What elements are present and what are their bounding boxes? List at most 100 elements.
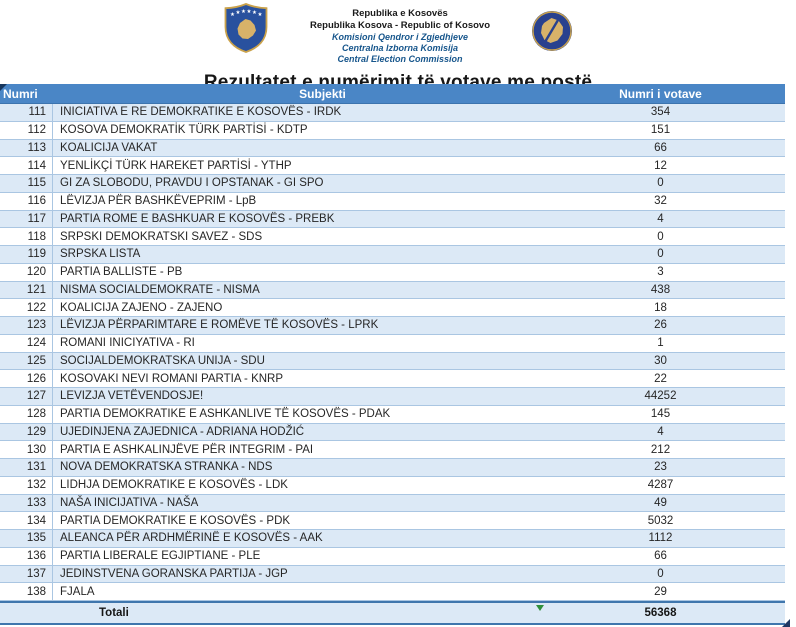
table-row: 134 PARTIA DEMOKRATIKE E KOSOVËS - PDK 503… bbox=[0, 512, 785, 530]
kosovo-coat-of-arms-logo: ★ ★ ★ ★ ★ ★ bbox=[223, 3, 269, 58]
cell-subjekti: PARTIA DEMOKRATIKE E ASHKANLIVE TË KOSOV… bbox=[60, 408, 391, 421]
cell-numri-votave: 12 bbox=[654, 159, 667, 172]
table-row: 111 INICIATIVA E RE DEMOKRATIKE E KOSOVËS… bbox=[0, 104, 785, 122]
total-row: Totali 56368 bbox=[0, 601, 790, 627]
table-row: 133 NAŠA INICIJATIVA - NAŠA 49 bbox=[0, 494, 785, 513]
svg-text:★: ★ bbox=[252, 9, 257, 16]
cell-numri: 131 bbox=[0, 459, 53, 476]
org-line-commission-en: Central Election Commission bbox=[337, 54, 463, 65]
cell-numri-votave: 26 bbox=[654, 319, 667, 332]
svg-text:★: ★ bbox=[258, 11, 263, 18]
table-row: 116 LËVIZJA PËR BASHKËVEPRIM - LpB 32 bbox=[0, 192, 785, 211]
cell-numri: 122 bbox=[0, 299, 53, 316]
cell-numri-votave: 66 bbox=[654, 550, 667, 563]
org-line-bilingual: Republika Kosova - Republic of Kosovo bbox=[310, 19, 490, 31]
column-header-subjekti: Subjekti bbox=[299, 86, 346, 101]
cell-numri: 116 bbox=[0, 192, 53, 210]
table-row: 136 PARTIA LIBERALE EGJIPTIANE - PLE 66 bbox=[0, 547, 785, 566]
table-row: 130 PARTIA E ASHKALINJËVE PËR INTEGRIM - … bbox=[0, 441, 785, 459]
cell-subjekti: PARTIA ROME E BASHKUAR E KOSOVËS - PREBK bbox=[60, 212, 335, 225]
cell-numri-votave: 30 bbox=[654, 354, 667, 367]
table-header-row: Numri Subjekti Numri i votave bbox=[0, 84, 785, 104]
table-row: 127 LEVIZJA VETËVENDOSJE! 44252 bbox=[0, 388, 785, 406]
cell-numri-votave: 4 bbox=[657, 425, 664, 438]
cell-subjekti: LIDHJA DEMOKRATIKE E KOSOVËS - LDK bbox=[60, 479, 288, 492]
cell-subjekti: PARTIA E ASHKALINJËVE PËR INTEGRIM - PAI bbox=[60, 443, 314, 456]
cell-numri: 121 bbox=[0, 281, 53, 299]
org-text-block: Republika e Kosovës Republika Kosova - R… bbox=[295, 3, 505, 66]
cell-numri: 117 bbox=[0, 210, 53, 228]
table-row: 123 LËVIZJA PËRPARIMTARE E ROMËVE TË KOSO… bbox=[0, 317, 785, 335]
cell-subjekti: PARTIA LIBERALE EGJIPTIANE - PLE bbox=[60, 550, 261, 563]
table-row: 132 LIDHJA DEMOKRATIKE E KOSOVËS - LDK 428… bbox=[0, 476, 785, 495]
table-row: 128 PARTIA DEMOKRATIKE E ASHKANLIVE TË KO… bbox=[0, 405, 785, 424]
cell-numri-votave: 1112 bbox=[648, 532, 673, 545]
cell-numri: 133 bbox=[0, 494, 53, 512]
table-row: 113 KOALICIJA VAKAT 66 bbox=[0, 139, 785, 158]
cell-subjekti: UJEDINJENA ZAJEDNICA - ADRIANA HODŽIĆ bbox=[60, 425, 305, 438]
cell-numri-votave: 0 bbox=[657, 567, 664, 580]
cell-numri-votave: 32 bbox=[654, 195, 667, 208]
cec-emblem-logo bbox=[531, 10, 573, 57]
cell-numri: 123 bbox=[0, 317, 53, 334]
svg-text:★: ★ bbox=[241, 8, 246, 15]
cec-emblem-icon bbox=[532, 11, 572, 51]
svg-text:★: ★ bbox=[236, 9, 241, 16]
cell-numri: 129 bbox=[0, 423, 53, 441]
cell-subjekti: PARTIA BALLISTE - PB bbox=[60, 266, 183, 279]
column-header-numri: Numri bbox=[3, 86, 38, 101]
cell-subjekti: ALEANCA PËR ARDHMËRINË E KOSOVËS - AAK bbox=[60, 532, 323, 545]
cell-subjekti: LEVIZJA VETËVENDOSJE! bbox=[60, 390, 204, 403]
fill-handle-icon bbox=[782, 619, 790, 627]
cell-numri: 113 bbox=[0, 139, 53, 157]
org-line-commission-sq: Komisioni Qendror i Zgjedhjeve bbox=[331, 31, 469, 42]
cell-subjekti: SOCIJALDEMOKRATSKA UNIJA - SDU bbox=[60, 354, 265, 367]
svg-text:★: ★ bbox=[230, 11, 235, 18]
cell-numri-votave: 66 bbox=[654, 141, 667, 154]
cell-subjekti: SRPSKI DEMOKRATSKI SAVEZ - SDS bbox=[60, 230, 263, 243]
cell-numri-votave: 0 bbox=[657, 248, 664, 261]
cell-numri: 128 bbox=[0, 405, 53, 423]
document-header: ★ ★ ★ ★ ★ ★ Republika e Kosovës Republik… bbox=[0, 0, 796, 66]
cell-subjekti: LËVIZJA PËRPARIMTARE E ROMËVE TË KOSOVËS… bbox=[60, 319, 379, 332]
table-row: 119 SRPSKA LISTA 0 bbox=[0, 246, 785, 264]
cell-numri-votave: 354 bbox=[650, 106, 671, 119]
cell-numri: 111 bbox=[0, 104, 53, 121]
cell-subjekti: NISMA SOCIALDEMOKRATE - NISMA bbox=[60, 283, 260, 296]
cell-subjekti: NOVA DEMOKRATSKA STRANKA - NDS bbox=[60, 461, 273, 474]
table-row: 114 YENLİKÇİ TÜRK HAREKET PARTİSİ - YTHP 1… bbox=[0, 157, 785, 175]
cell-numri: 127 bbox=[0, 388, 53, 405]
table-row: 129 UJEDINJENA ZAJEDNICA - ADRIANA HODŽIĆ… bbox=[0, 423, 785, 442]
cell-numri: 114 bbox=[0, 157, 53, 174]
cell-numri: 118 bbox=[0, 228, 53, 245]
cell-numri-votave: 4287 bbox=[647, 479, 674, 492]
cell-numri-votave: 49 bbox=[654, 496, 667, 509]
cell-numri: 130 bbox=[0, 441, 53, 458]
cell-numri-votave: 145 bbox=[650, 408, 671, 421]
cell-numri-votave: 23 bbox=[654, 461, 667, 474]
org-line-albanian: Republika e Kosovës bbox=[352, 8, 448, 19]
table-row: 125 SOCIJALDEMOKRATSKA UNIJA - SDU 30 bbox=[0, 352, 785, 371]
cell-subjekti: LËVIZJA PËR BASHKËVEPRIM - LpB bbox=[60, 195, 257, 208]
cell-subjekti: INICIATIVA E RE DEMOKRATIKE E KOSOVËS - … bbox=[60, 106, 342, 119]
cell-numri-votave: 44252 bbox=[644, 390, 677, 403]
cell-numri-votave: 22 bbox=[654, 372, 667, 385]
cell-numri-votave: 212 bbox=[650, 443, 671, 456]
cell-subjekti: KOALICIJA VAKAT bbox=[60, 141, 158, 154]
cell-numri-votave: 0 bbox=[657, 177, 664, 190]
cell-numri: 119 bbox=[0, 246, 53, 263]
cell-numri: 134 bbox=[0, 512, 53, 529]
kosovo-coat-of-arms-icon: ★ ★ ★ ★ ★ ★ bbox=[224, 3, 268, 53]
table-row: 120 PARTIA BALLISTE - PB 3 bbox=[0, 263, 785, 282]
total-label: Totali bbox=[99, 607, 129, 619]
cell-subjekti: GI ZA SLOBODU, PRAVDU I OPSTANAK - GI SP… bbox=[60, 177, 324, 190]
cell-subjekti: JEDINSTVENA GORANSKA PARTIJA - JGP bbox=[60, 567, 288, 580]
table-row: 137 JEDINSTVENA GORANSKA PARTIJA - JGP 0 bbox=[0, 565, 785, 584]
cell-subjekti: NAŠA INICIJATIVA - NAŠA bbox=[60, 496, 199, 509]
cell-numri: 124 bbox=[0, 334, 53, 352]
table-row: 115 GI ZA SLOBODU, PRAVDU I OPSTANAK - GI… bbox=[0, 175, 785, 193]
cell-subjekti: YENLİKÇİ TÜRK HAREKET PARTİSİ - YTHP bbox=[60, 159, 292, 172]
cell-numri-votave: 151 bbox=[650, 124, 671, 137]
cell-numri-votave: 5032 bbox=[647, 514, 674, 527]
cell-numri: 112 bbox=[0, 121, 53, 139]
